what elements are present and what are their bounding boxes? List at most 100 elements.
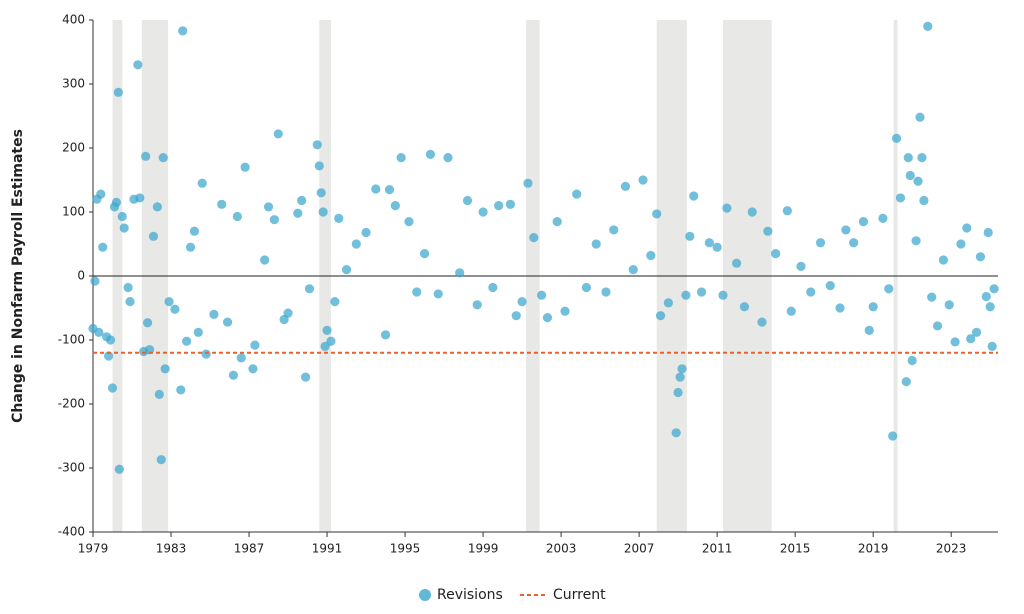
point <box>250 340 260 350</box>
point <box>913 176 923 186</box>
point <box>677 364 687 374</box>
point <box>938 255 948 265</box>
point <box>536 290 547 300</box>
x-tick-label: 1979 <box>78 542 109 556</box>
point <box>318 207 328 217</box>
point <box>696 287 707 297</box>
x-tick-label: 1999 <box>468 542 499 556</box>
point <box>133 60 143 70</box>
point <box>240 162 250 172</box>
point <box>757 317 767 327</box>
point <box>154 389 164 399</box>
legend-label: Revisions <box>437 587 503 603</box>
point <box>135 193 145 203</box>
point <box>178 26 188 36</box>
point <box>182 336 192 346</box>
point <box>314 161 324 171</box>
point <box>148 231 159 241</box>
point <box>673 387 683 398</box>
point <box>985 302 995 312</box>
point <box>796 261 806 271</box>
point <box>591 239 601 249</box>
point <box>966 334 976 344</box>
point <box>529 233 539 243</box>
point <box>609 225 619 235</box>
point <box>655 311 666 321</box>
point <box>971 327 982 337</box>
point <box>858 217 869 227</box>
legend-label: Current <box>553 587 606 603</box>
point <box>152 202 162 212</box>
point <box>232 211 242 222</box>
point <box>273 129 283 139</box>
point <box>390 201 400 211</box>
point <box>260 255 270 265</box>
point <box>217 199 227 209</box>
point <box>201 349 211 359</box>
point <box>505 199 515 209</box>
point <box>326 336 336 346</box>
point <box>158 153 168 163</box>
y-tick-label: -400 <box>58 525 85 539</box>
point <box>176 385 186 395</box>
point <box>782 206 792 216</box>
point <box>433 289 443 299</box>
point <box>895 193 906 203</box>
point <box>932 321 943 331</box>
point <box>652 209 662 219</box>
y-tick-label: -100 <box>58 333 85 347</box>
point <box>646 250 656 261</box>
point <box>962 223 972 233</box>
point <box>581 282 592 293</box>
point <box>160 364 170 374</box>
point <box>911 236 921 246</box>
point <box>297 195 307 206</box>
point <box>236 353 246 363</box>
point <box>923 21 933 31</box>
point <box>891 133 902 143</box>
point <box>351 239 361 249</box>
x-tick-label: 2011 <box>702 542 733 556</box>
point <box>747 207 757 217</box>
point <box>494 201 504 211</box>
point <box>903 153 913 163</box>
point <box>384 185 395 195</box>
point <box>316 188 326 198</box>
point <box>488 282 498 293</box>
point <box>786 306 796 316</box>
point <box>156 455 166 465</box>
point <box>197 178 207 188</box>
point <box>901 377 911 387</box>
point <box>864 325 874 335</box>
point <box>841 225 851 235</box>
point <box>404 217 414 227</box>
point <box>419 249 430 259</box>
point <box>114 464 124 474</box>
y-tick-label: 0 <box>77 269 85 283</box>
point <box>689 191 699 201</box>
point <box>950 337 960 347</box>
point <box>293 208 303 218</box>
point <box>919 195 929 206</box>
point <box>763 226 773 236</box>
point <box>620 181 631 191</box>
point <box>511 311 521 321</box>
point <box>989 284 999 294</box>
point <box>975 252 986 262</box>
point <box>917 153 927 163</box>
point <box>105 335 116 345</box>
x-tick-label: 2007 <box>624 542 655 556</box>
legend-marker <box>419 589 431 601</box>
point <box>141 151 151 161</box>
point <box>380 330 391 340</box>
point <box>888 431 898 441</box>
point <box>361 227 371 238</box>
point <box>189 226 200 236</box>
point <box>628 265 638 275</box>
y-tick-label: -300 <box>58 461 85 475</box>
point <box>304 284 315 294</box>
point <box>671 428 681 438</box>
point <box>944 300 954 310</box>
point <box>560 306 570 316</box>
